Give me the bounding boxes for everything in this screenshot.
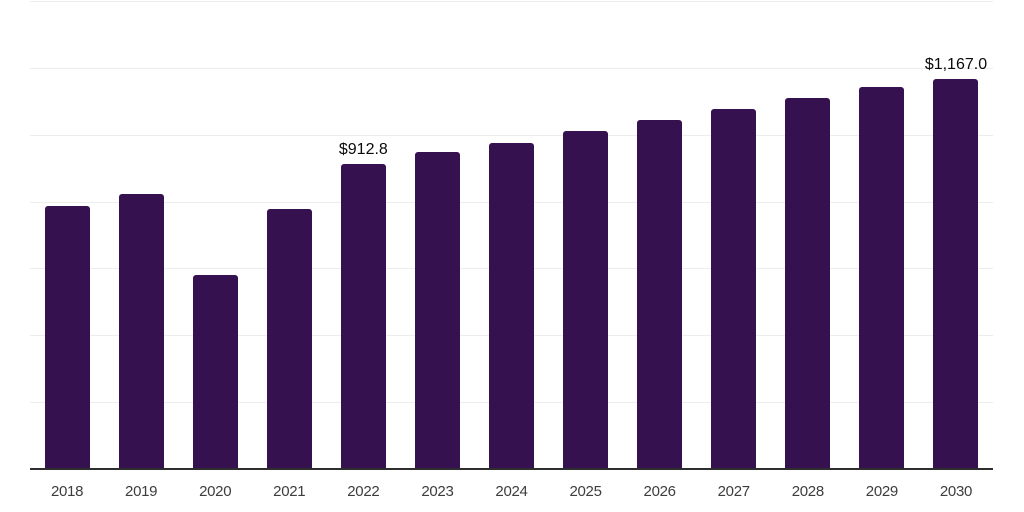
- data-label-2030: $1,167.0: [924, 55, 988, 73]
- gridline-1200: [30, 67, 993, 69]
- bar-2019: [118, 194, 164, 469]
- x-tick-2018: 2018: [50, 483, 84, 500]
- plot-area: $912.8 $1,167.0: [30, 0, 993, 470]
- x-tick-2021: 2021: [273, 483, 306, 500]
- x-tick-2024: 2024: [495, 483, 528, 500]
- x-tick-2027: 2027: [717, 483, 750, 500]
- bar-2026: [637, 120, 683, 469]
- x-tick-2026: 2026: [643, 483, 676, 500]
- bar-2027: [711, 109, 757, 469]
- bar-2030: [933, 78, 979, 469]
- x-tick-2019: 2019: [125, 483, 158, 500]
- x-tick-2020: 2020: [199, 483, 232, 500]
- x-tick-2030: 2030: [939, 483, 973, 500]
- x-tick-2022: 2022: [347, 483, 380, 500]
- x-tick-2025: 2025: [569, 483, 602, 500]
- x-tick-2029: 2029: [865, 483, 898, 500]
- bar-2018: [44, 206, 90, 469]
- bar-2021: [266, 208, 312, 469]
- x-tick-2028: 2028: [791, 483, 824, 500]
- bar-2025: [563, 131, 609, 469]
- bar-2022: [340, 163, 386, 469]
- bar-2024: [489, 143, 534, 469]
- bar-2029: [859, 86, 905, 469]
- x-axis-labels: 2018 2019 2020 2021 2022 2023 2024 2025 2026 2027…: [30, 470, 993, 512]
- gridline-1400: [30, 1, 993, 2]
- bar-2023: [414, 152, 460, 469]
- gridline-1000: [30, 134, 993, 136]
- bar-2020: [192, 275, 238, 469]
- x-axis-line: [30, 468, 993, 470]
- x-tick-2023: 2023: [421, 483, 454, 500]
- data-label-2022: $912.8: [338, 140, 388, 158]
- bar-2028: [785, 97, 831, 469]
